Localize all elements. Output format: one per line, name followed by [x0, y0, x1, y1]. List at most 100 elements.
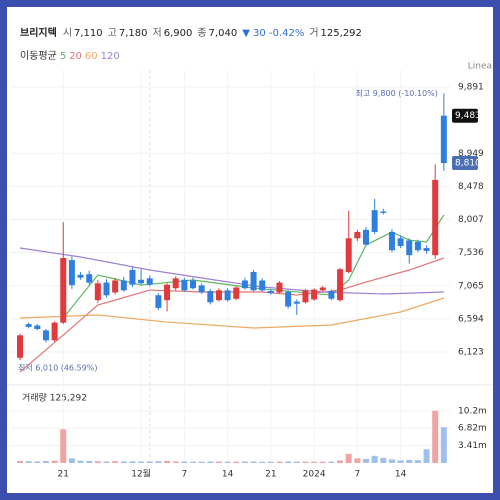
volume-bar	[198, 461, 205, 463]
volume-bar	[172, 461, 179, 463]
candle-body	[17, 335, 23, 358]
info-label: 종	[197, 28, 207, 39]
volume-bar	[423, 449, 430, 463]
ma-legend-item: 120	[100, 51, 120, 62]
ohlc-info: 시 7,110 고 7,180 저 6,900 종 7,040	[63, 28, 242, 39]
volume-bar	[293, 461, 300, 463]
volume-bar	[276, 461, 283, 463]
candle-body	[363, 229, 369, 245]
candle-body	[319, 287, 326, 291]
candle-body	[250, 272, 257, 291]
candle-body	[129, 269, 136, 285]
candle-body	[354, 231, 361, 239]
price-tag	[452, 156, 478, 171]
info-label: 시	[62, 28, 73, 39]
candle-body	[371, 210, 378, 232]
price-tag	[452, 108, 478, 123]
volume-bar	[138, 461, 145, 463]
candle-body	[414, 241, 421, 251]
candle-body	[388, 231, 395, 251]
candle-body	[77, 274, 84, 278]
candle-body	[432, 179, 439, 256]
candle-body	[293, 301, 300, 304]
candle-body	[34, 325, 41, 330]
price-tag-label: 8,810	[455, 159, 481, 169]
volume-bar	[241, 461, 248, 463]
volume-bar	[207, 461, 214, 463]
volume-value: 125,292	[320, 28, 362, 39]
volume-bar	[94, 461, 101, 463]
ma-legend-item: 5	[59, 51, 67, 62]
ticker: 브리지텍	[20, 28, 57, 39]
x-tick-label: 21	[58, 470, 69, 480]
volume-bar	[397, 460, 404, 463]
volume-title: 거래량 125,292	[22, 392, 87, 404]
volume-bar	[432, 410, 439, 463]
info-value: 6,900	[163, 28, 193, 39]
volume-bar	[155, 461, 162, 463]
candle-body	[276, 282, 283, 293]
volume-bar	[371, 455, 378, 463]
y-tick-label: 7,065	[458, 281, 484, 291]
max-annotation: 최고 9,800 (-10.10%)	[356, 88, 438, 98]
volume-label: 거	[309, 28, 319, 39]
y-tick-label: 6,594	[458, 314, 484, 324]
candle-body	[337, 269, 344, 301]
candle-body	[103, 282, 110, 296]
candle-body	[172, 278, 179, 289]
volume-tick-label: 6.82m	[458, 424, 487, 434]
ma-legend-item: 20	[69, 51, 82, 62]
info-label: 저	[152, 28, 162, 39]
volume-bar	[302, 461, 309, 463]
volume-tick-label: 10.2m	[458, 406, 487, 416]
volume-bar	[440, 427, 447, 463]
ma-label: 이동평균	[20, 51, 57, 62]
info-value: 7,180	[118, 28, 148, 39]
ma-legend: 이동평균 5 20 60 120	[20, 47, 123, 62]
candle-body	[215, 290, 222, 301]
ma-legend-item: 60	[84, 51, 98, 62]
volume-bar	[259, 461, 266, 463]
volume-bar	[86, 460, 93, 463]
volume-bar	[337, 460, 344, 463]
volume-bar	[363, 458, 369, 463]
volume-bar	[60, 429, 67, 463]
volume-bar	[181, 461, 188, 463]
x-tick-label: 7	[354, 470, 360, 480]
candle-body	[345, 238, 352, 273]
candle-body	[233, 287, 240, 299]
x-tick-label: 7	[181, 470, 187, 480]
info-value: 7,040	[208, 28, 238, 39]
moving-average-line	[19, 297, 445, 329]
candle-body	[207, 291, 214, 303]
volume-bar	[164, 460, 171, 463]
candle-body	[397, 238, 404, 247]
volume-bar	[414, 460, 421, 463]
candle-body	[267, 291, 274, 294]
volume-bar	[224, 461, 231, 463]
volume-bar	[68, 458, 75, 463]
moving-average-line	[62, 214, 445, 319]
info-label: 고	[107, 28, 117, 39]
x-tick-label: 12월	[131, 468, 151, 480]
y-tick-label: 9,891	[458, 83, 484, 93]
candle-body	[138, 279, 145, 284]
volume-bar	[319, 461, 326, 463]
candle-body	[42, 330, 49, 341]
volume-bar	[77, 460, 84, 463]
candle-body	[25, 324, 32, 327]
candle-body	[86, 274, 93, 283]
y-tick-label: 7,536	[458, 248, 484, 258]
price-tag-label: 9,483	[455, 111, 481, 121]
y-tick-label: 8,949	[458, 149, 484, 159]
candle-body	[112, 280, 119, 293]
info-value: 7,110	[74, 28, 103, 39]
volume-bar	[17, 460, 23, 463]
candle-body	[311, 289, 318, 300]
candle-body	[94, 283, 101, 301]
volume-bar	[51, 460, 58, 463]
x-tick-label: 14	[395, 470, 407, 480]
candle-body	[285, 291, 292, 307]
